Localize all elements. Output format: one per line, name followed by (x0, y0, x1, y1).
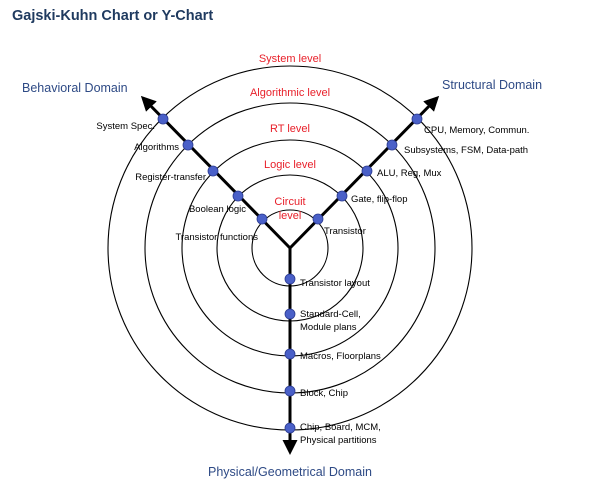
node-gate (336, 190, 348, 202)
node-macros (284, 348, 296, 360)
node-alu (361, 165, 373, 177)
node-transistor-functions (256, 213, 268, 225)
physical-item-transistor-layout: Transistor layout (300, 278, 370, 289)
node-chip-board (284, 422, 296, 434)
node-boolean-logic (232, 190, 244, 202)
structural-item-gate: Gate, flip-flop (351, 194, 408, 205)
node-algorithms (182, 139, 194, 151)
circuit-level-label-line1: Circuit (274, 196, 305, 208)
behavioral-item-system-spec: System Spec. (96, 121, 155, 132)
node-block-chip (284, 385, 296, 397)
node-system-spec (157, 113, 169, 125)
node-subsystems (386, 139, 398, 151)
node-standard-cell (284, 308, 296, 320)
logic-level-label: Logic level (264, 159, 316, 171)
structural-domain-label: Structural Domain (442, 78, 542, 92)
physical-item-chip-board: Chip, Board, MCM, (300, 422, 381, 433)
behavioral-domain-label: Behavioral Domain (22, 81, 128, 95)
node-transistor-layout (284, 273, 296, 285)
structural-item-cpu-memory: CPU, Memory, Commun. (424, 125, 529, 136)
behavioral-item-transistor-functions: Transistor functions (175, 232, 258, 243)
behavioral-item-algorithms: Algorithms (134, 142, 179, 153)
structural-item-alu: ALU, Reg, Mux (377, 168, 442, 179)
physical-item-macros: Macros, Floorplans (300, 351, 381, 362)
circuit-level-label-line2: level (279, 210, 302, 222)
physical-item-physical-partitions: Physical partitions (300, 435, 377, 446)
physical-item-module-plans: Module plans (300, 322, 357, 333)
page-title: Gajski-Kuhn Chart or Y-Chart (12, 8, 214, 24)
node-transistor (312, 213, 324, 225)
structural-item-transistor: Transistor (324, 226, 366, 237)
physical-domain-label: Physical/Geometrical Domain (208, 465, 372, 479)
system-level-label: System level (259, 53, 321, 65)
algorithmic-level-label: Algorithmic level (250, 87, 330, 99)
physical-item-standard-cell: Standard-Cell, (300, 309, 361, 320)
node-register-transfer (207, 165, 219, 177)
behavioral-item-register-transfer: Register-transfer (135, 172, 206, 183)
behavioral-item-boolean-logic: Boolean logic (189, 204, 246, 215)
node-cpu-memory (411, 113, 423, 125)
physical-item-block-chip: Block, Chip (300, 388, 348, 399)
structural-item-subsystems: Subsystems, FSM, Data-path (404, 145, 528, 156)
rt-level-label: RT level (270, 123, 310, 135)
